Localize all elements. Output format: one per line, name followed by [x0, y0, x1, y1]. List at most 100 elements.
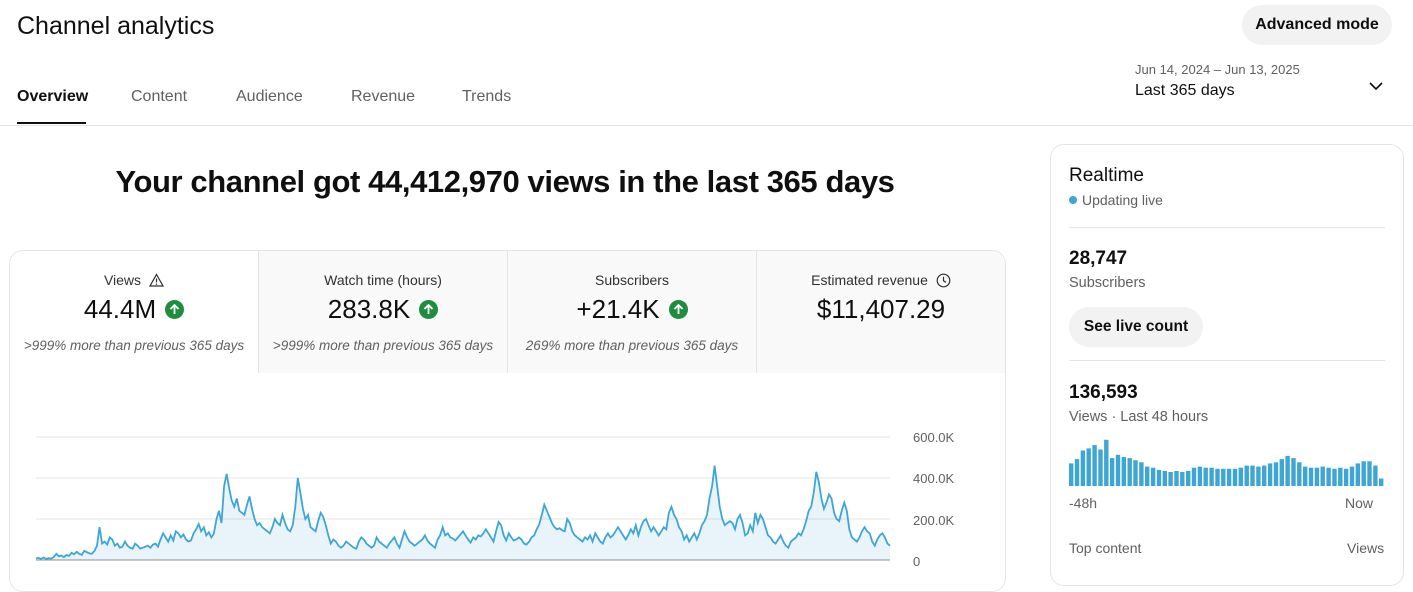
- realtime-bar[interactable]: [1332, 468, 1337, 486]
- realtime-bar[interactable]: [1226, 468, 1232, 486]
- realtime-divider: [1069, 227, 1385, 228]
- realtime-bar[interactable]: [1104, 439, 1109, 486]
- realtime-bar[interactable]: [1303, 466, 1308, 486]
- subscriber-count: 28,747: [1069, 248, 1128, 269]
- realtime-bar[interactable]: [1215, 468, 1220, 486]
- realtime-bar[interactable]: [1074, 459, 1080, 486]
- realtime-bar[interactable]: [1349, 466, 1355, 486]
- active-tab-indicator: [17, 122, 86, 124]
- realtime-bar[interactable]: [1297, 462, 1302, 486]
- realtime-bar[interactable]: [1203, 467, 1208, 486]
- realtime-bar[interactable]: [1092, 445, 1097, 486]
- views-headline: Your channel got 44,412,970 views in the…: [115, 164, 895, 199]
- live-status: Updating live: [1069, 192, 1163, 208]
- realtime-bar[interactable]: [1361, 461, 1366, 486]
- tab-overview[interactable]: Overview: [17, 88, 89, 105]
- metric-estimated-revenue[interactable]: Estimated revenue $11,407.29: [757, 251, 1005, 373]
- overview-chart-card: Views 44.4M >999% more than previous 365…: [9, 250, 1006, 592]
- realtime-bar[interactable]: [1379, 478, 1384, 487]
- realtime-start-label: -48h: [1069, 495, 1098, 511]
- metric-label: Subscribers: [595, 272, 669, 288]
- realtime-bar[interactable]: [1115, 454, 1121, 486]
- realtime-bar[interactable]: [1209, 467, 1214, 486]
- advanced-mode-button[interactable]: Advanced mode: [1242, 5, 1392, 45]
- realtime-bar[interactable]: [1338, 467, 1343, 486]
- realtime-bar[interactable]: [1343, 468, 1349, 486]
- metric-note: >999% more than previous 365 days: [272, 338, 494, 353]
- realtime-bar[interactable]: [1320, 466, 1325, 486]
- subscriber-label: Subscribers: [1069, 275, 1146, 291]
- realtime-bar[interactable]: [1314, 467, 1320, 486]
- views-area: [36, 465, 890, 560]
- realtime-bar[interactable]: [1180, 472, 1185, 486]
- realtime-bar[interactable]: [1279, 459, 1284, 486]
- realtime-bar[interactable]: [1244, 465, 1249, 486]
- views-chart: 600.0K 400.0K 200.0K 0: [10, 373, 1005, 591]
- realtime-bar[interactable]: [1250, 465, 1255, 486]
- realtime-bar[interactable]: [1273, 462, 1279, 486]
- realtime-bar[interactable]: [1127, 458, 1132, 486]
- realtime-bar[interactable]: [1238, 467, 1243, 486]
- realtime-bar[interactable]: [1162, 471, 1167, 486]
- realtime-bar[interactable]: [1098, 449, 1103, 487]
- realtime-bar[interactable]: [1367, 461, 1372, 486]
- realtime-bar[interactable]: [1121, 457, 1126, 486]
- tab-trends[interactable]: Trends: [462, 88, 512, 105]
- metric-note: >999% more than previous 365 days: [23, 338, 245, 353]
- realtime-card: Realtime Updating live 28,747 Subscriber…: [1050, 144, 1404, 586]
- top-content-views-label: Views: [1347, 540, 1385, 556]
- metric-label: Estimated revenue: [811, 272, 928, 288]
- realtime-bar[interactable]: [1139, 462, 1144, 486]
- y-tick-label: 200.0K: [913, 513, 955, 528]
- see-live-count-button[interactable]: See live count: [1069, 307, 1203, 347]
- realtime-bar[interactable]: [1291, 458, 1296, 486]
- tab-content[interactable]: Content: [131, 88, 188, 105]
- metric-views[interactable]: Views 44.4M >999% more than previous 365…: [10, 251, 259, 373]
- realtime-bar[interactable]: [1355, 463, 1360, 486]
- realtime-title: Realtime: [1069, 165, 1144, 186]
- realtime-bar[interactable]: [1221, 468, 1226, 486]
- header-divider: [0, 125, 1413, 126]
- realtime-bar[interactable]: [1373, 465, 1378, 486]
- realtime-bar[interactable]: [1174, 471, 1179, 486]
- tab-audience[interactable]: Audience: [236, 88, 303, 105]
- realtime-bar[interactable]: [1232, 468, 1238, 486]
- metric-value: 44.4M: [83, 294, 157, 324]
- y-tick-label: 0: [913, 554, 921, 569]
- realtime-bar[interactable]: [1197, 466, 1203, 486]
- live-status-text: Updating live: [1082, 192, 1163, 208]
- date-range-dates: Jun 14, 2024 – Jun 13, 2025: [1135, 62, 1300, 77]
- realtime-bar[interactable]: [1086, 448, 1091, 486]
- realtime-bar[interactable]: [1145, 466, 1150, 486]
- realtime-bar[interactable]: [1256, 466, 1261, 486]
- views-line-chart: [35, 436, 891, 561]
- live-dot-icon: [1069, 196, 1077, 204]
- realtime-bar[interactable]: [1156, 469, 1162, 486]
- realtime-bar[interactable]: [1150, 467, 1156, 486]
- metric-watch-time[interactable]: Watch time (hours) 283.8K >999% more tha…: [259, 251, 508, 373]
- realtime-bar[interactable]: [1168, 472, 1173, 486]
- realtime-views-label: Views · Last 48 hours: [1069, 409, 1209, 425]
- metric-note: 269% more than previous 365 days: [525, 338, 739, 353]
- y-tick-label: 400.0K: [913, 471, 955, 486]
- realtime-bar[interactable]: [1080, 450, 1086, 487]
- realtime-bar[interactable]: [1069, 463, 1074, 486]
- realtime-bar[interactable]: [1109, 458, 1115, 486]
- metric-subscribers[interactable]: Subscribers +21.4K 269% more than previo…: [508, 251, 757, 373]
- metric-value: +21.4K: [576, 294, 660, 324]
- realtime-bar[interactable]: [1133, 460, 1138, 486]
- warning-icon: [149, 273, 165, 287]
- realtime-bar[interactable]: [1326, 467, 1331, 486]
- metric-value: 283.8K: [327, 294, 411, 324]
- realtime-bar[interactable]: [1285, 455, 1290, 486]
- date-range-label: Last 365 days: [1135, 82, 1235, 99]
- realtime-bar[interactable]: [1308, 467, 1314, 486]
- tab-revenue[interactable]: Revenue: [351, 88, 416, 105]
- realtime-divider: [1069, 360, 1385, 361]
- realtime-bar[interactable]: [1267, 463, 1273, 486]
- date-range-picker[interactable]: Jun 14, 2024 – Jun 13, 2025 Last 365 day…: [1135, 62, 1300, 100]
- realtime-bar[interactable]: [1262, 465, 1267, 486]
- realtime-bar[interactable]: [1191, 467, 1197, 486]
- realtime-bar[interactable]: [1186, 471, 1191, 486]
- chevron-down-icon[interactable]: [1368, 78, 1384, 94]
